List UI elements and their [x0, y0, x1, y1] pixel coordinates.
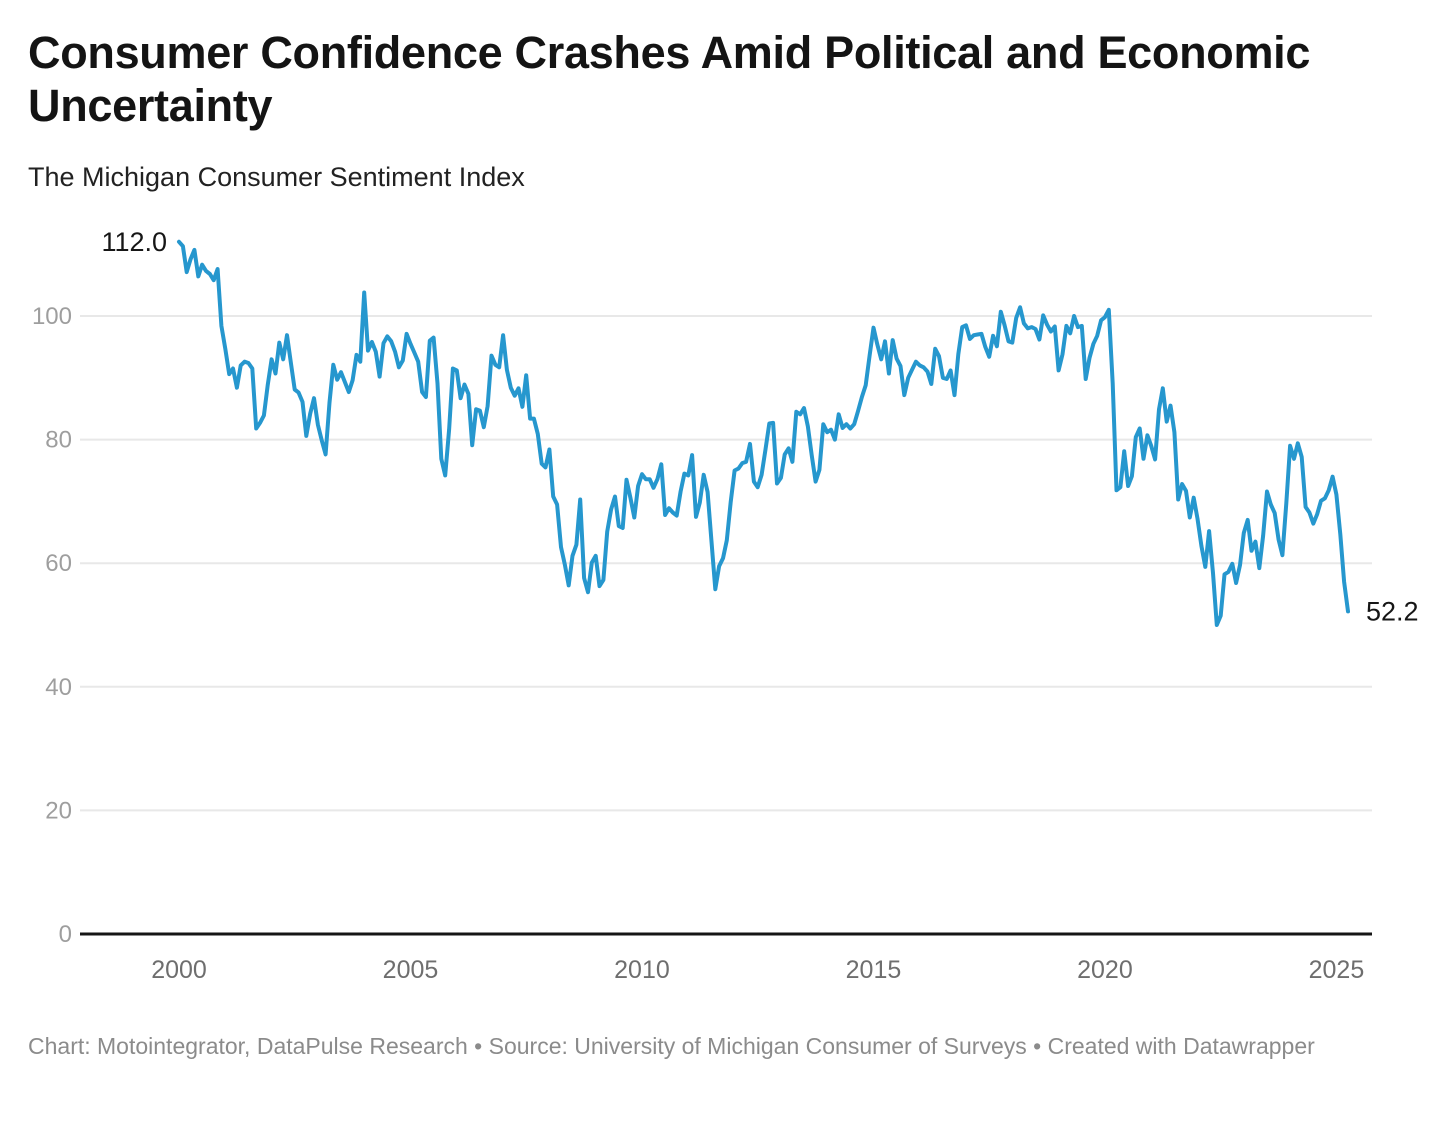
- chart-title: Consumer Confidence Crashes Amid Politic…: [28, 27, 1311, 132]
- sentiment-line-chart: 0 20 40 60 80 100 2000 2005 2010 2015 2020 2025 112.…: [0, 200, 1440, 1000]
- y-tick-label: 100: [32, 303, 72, 330]
- y-tick-label: 60: [45, 550, 72, 577]
- start-value-label: 112.0: [101, 227, 167, 257]
- x-tick-label: 2005: [383, 956, 439, 984]
- x-tick-label: 2000: [151, 956, 207, 984]
- sentiment-series-line: [177, 240, 1350, 628]
- y-tick-label: 20: [45, 798, 72, 825]
- x-tick-label: 2025: [1309, 956, 1365, 984]
- y-tick-label: 0: [59, 921, 72, 948]
- y-tick-label: 80: [45, 427, 72, 454]
- x-tick-label: 2010: [614, 956, 670, 984]
- x-tick-label: 2020: [1077, 956, 1133, 984]
- chart-footer: Chart: Motointegrator, DataPulse Researc…: [28, 1033, 1315, 1060]
- chart-subtitle: The Michigan Consumer Sentiment Index: [28, 162, 525, 193]
- end-value-label: 52.2: [1366, 597, 1419, 627]
- x-tick-label: 2015: [846, 956, 902, 984]
- chart-page: Consumer Confidence Crashes Amid Politic…: [0, 26, 1440, 1138]
- y-tick-label: 40: [45, 674, 72, 701]
- chart-canvas: 0 20 40 60 80 100 2000 2005 2010 2015 2020 2025 112.…: [32, 227, 1419, 984]
